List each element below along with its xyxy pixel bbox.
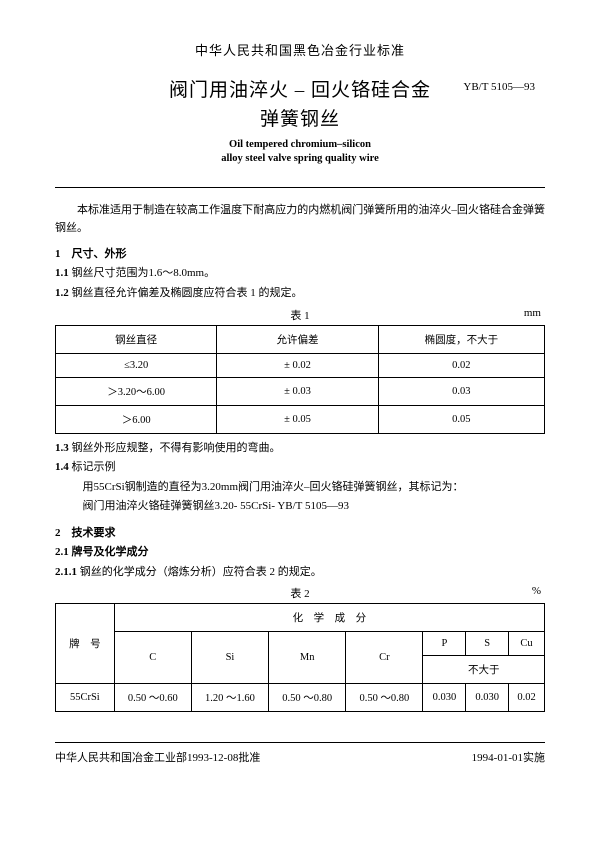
example-line-1: 用55CrSi钢制造的直径为3.20mm阀门用油淬火–回火铬硅弹簧钢丝，其标记为… bbox=[55, 479, 545, 497]
table-2: 牌 号 化 学 成 分 C Si Mn Cr P S Cu 不大于 55CrSi… bbox=[55, 603, 545, 712]
table-row: ＞6.00 ± 0.05 0.05 bbox=[56, 405, 545, 433]
col-cu: Cu bbox=[509, 632, 545, 656]
cell: ＞3.20～6.00 bbox=[56, 377, 217, 405]
col-not-more-than: 不大于 bbox=[423, 656, 545, 684]
section-1-head: 1 尺寸、外形 bbox=[55, 245, 545, 261]
org-name: 中华人民共和国黑色冶金行业标准 bbox=[55, 40, 545, 59]
table2-caption: 表 2 % bbox=[55, 585, 545, 601]
rule bbox=[55, 187, 545, 188]
col-cr: Cr bbox=[346, 632, 423, 684]
col-tolerance: 允许偏差 bbox=[217, 325, 378, 353]
cell-grade: 55CrSi bbox=[56, 684, 115, 712]
section-2-head: 2 技术要求 bbox=[55, 524, 545, 540]
cell: 0.50 ～0.80 bbox=[269, 684, 346, 712]
clause-1-2: 1.2 钢丝直径允许偏差及椭圆度应符合表 1 的规定。 bbox=[55, 285, 545, 303]
cell: ≤3.20 bbox=[56, 353, 217, 377]
cell: 0.50 ～0.60 bbox=[114, 684, 191, 712]
col-diameter: 钢丝直径 bbox=[56, 325, 217, 353]
page: 中华人民共和国黑色冶金行业标准 阀门用油淬火 – 回火铬硅合金 弹簧钢丝 YB/… bbox=[0, 0, 600, 795]
table-row: 钢丝直径 允许偏差 椭圆度，不大于 bbox=[56, 325, 545, 353]
col-c: C bbox=[114, 632, 191, 684]
col-composition: 化 学 成 分 bbox=[114, 604, 544, 632]
clause-num: 1.2 bbox=[55, 287, 69, 299]
table-row: 55CrSi 0.50 ～0.60 1.20 ～1.60 0.50 ～0.80 … bbox=[56, 684, 545, 712]
cell: 0.030 bbox=[466, 684, 509, 712]
title-block: 阀门用油淬火 – 回火铬硅合金 弹簧钢丝 YB/T 5105—93 bbox=[55, 77, 545, 134]
caption-text: 表 2 bbox=[290, 588, 309, 600]
table1-unit: mm bbox=[524, 307, 541, 319]
cell: 0.03 bbox=[378, 377, 544, 405]
cell: ± 0.03 bbox=[217, 377, 378, 405]
clause-text: 钢丝外形应规整，不得有影响使用的弯曲。 bbox=[72, 442, 281, 454]
col-grade: 牌 号 bbox=[56, 604, 115, 684]
col-s: S bbox=[466, 632, 509, 656]
clause-2-1: 2.1 牌号及化学成分 bbox=[55, 544, 545, 562]
table-row: 牌 号 化 学 成 分 bbox=[56, 604, 545, 632]
example-line-2: 阀门用油淬火铬硅弹簧钢丝3.20- 55CrSi- YB/T 5105—93 bbox=[55, 498, 545, 516]
col-si: Si bbox=[191, 632, 268, 684]
col-ovality: 椭圆度，不大于 bbox=[378, 325, 544, 353]
cell: ± 0.02 bbox=[217, 353, 378, 377]
cell: 1.20 ～1.60 bbox=[191, 684, 268, 712]
title-line1: 阀门用油淬火 – 回火铬硅合金 bbox=[169, 80, 431, 101]
clause-num: 2.1 bbox=[55, 546, 69, 558]
title-cn: 阀门用油淬火 – 回火铬硅合金 弹簧钢丝 bbox=[169, 77, 431, 134]
table-row: C Si Mn Cr P S Cu bbox=[56, 632, 545, 656]
clause-num: 1.3 bbox=[55, 442, 69, 454]
col-p: P bbox=[423, 632, 466, 656]
footer-right: 1994-01-01实施 bbox=[472, 749, 545, 765]
cell: 0.02 bbox=[378, 353, 544, 377]
table-1: 钢丝直径 允许偏差 椭圆度，不大于 ≤3.20 ± 0.02 0.02 ＞3.2… bbox=[55, 325, 545, 434]
clause-text: 钢丝直径允许偏差及椭圆度应符合表 1 的规定。 bbox=[72, 287, 303, 299]
cell: ＞6.00 bbox=[56, 405, 217, 433]
intro-para: 本标准适用于制造在较高工作温度下耐高应力的内燃机阀门弹簧所用的油淬火–回火铬硅合… bbox=[55, 202, 545, 237]
cell: 0.50 ～0.80 bbox=[346, 684, 423, 712]
title-line2: 弹簧钢丝 bbox=[260, 109, 340, 130]
footer: 中华人民共和国冶金工业部1993-12-08批准 1994-01-01实施 bbox=[55, 742, 545, 765]
table-row: ＞3.20～6.00 ± 0.03 0.03 bbox=[56, 377, 545, 405]
col-mn: Mn bbox=[269, 632, 346, 684]
caption-text: 表 1 bbox=[290, 310, 309, 322]
clause-text: 牌号及化学成分 bbox=[72, 546, 149, 558]
table-row: ≤3.20 ± 0.02 0.02 bbox=[56, 353, 545, 377]
table2-unit: % bbox=[532, 585, 541, 597]
footer-left: 中华人民共和国冶金工业部1993-12-08批准 bbox=[55, 749, 260, 765]
clause-text: 标记示例 bbox=[72, 461, 116, 473]
title-en-1: Oil tempered chromium–silicon bbox=[229, 139, 371, 150]
table1-caption: 表 1 mm bbox=[55, 307, 545, 323]
clause-num: 1.1 bbox=[55, 267, 69, 279]
clause-1-3: 1.3 钢丝外形应规整，不得有影响使用的弯曲。 bbox=[55, 440, 545, 458]
clause-1-1: 1.1 钢丝尺寸范围为1.6～8.0mm。 bbox=[55, 265, 545, 283]
cell: 0.02 bbox=[509, 684, 545, 712]
clause-2-1-1: 2.1.1 钢丝的化学成分（熔炼分析）应符合表 2 的规定。 bbox=[55, 564, 545, 582]
clause-text: 钢丝的化学成分（熔炼分析）应符合表 2 的规定。 bbox=[80, 566, 322, 578]
clause-1-4: 1.4 标记示例 bbox=[55, 459, 545, 477]
cell: 0.030 bbox=[423, 684, 466, 712]
cell: ± 0.05 bbox=[217, 405, 378, 433]
title-en-2: alloy steel valve spring quality wire bbox=[221, 153, 379, 164]
cell: 0.05 bbox=[378, 405, 544, 433]
clause-text: 钢丝尺寸范围为1.6～8.0mm。 bbox=[72, 267, 216, 279]
title-en: Oil tempered chromium–silicon alloy stee… bbox=[55, 138, 545, 165]
clause-num: 2.1.1 bbox=[55, 566, 77, 578]
standard-code: YB/T 5105—93 bbox=[463, 81, 535, 93]
clause-num: 1.4 bbox=[55, 461, 69, 473]
